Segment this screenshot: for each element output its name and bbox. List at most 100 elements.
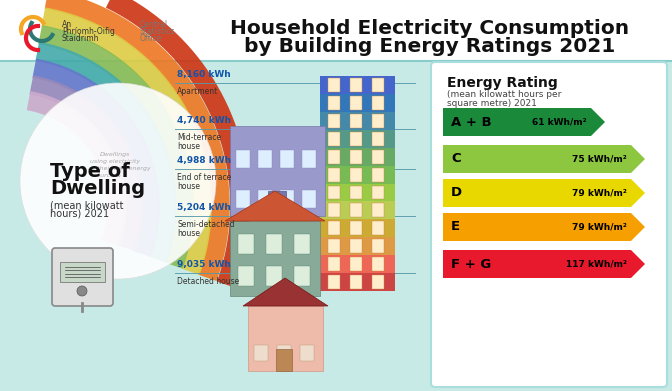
Text: Energy Rating: Energy Rating [447,76,558,90]
FancyBboxPatch shape [320,201,395,219]
FancyBboxPatch shape [328,78,340,92]
FancyBboxPatch shape [320,165,395,183]
Text: Semi-detached: Semi-detached [177,220,235,229]
Text: Central: Central [140,20,168,29]
FancyBboxPatch shape [350,185,362,199]
FancyBboxPatch shape [350,96,362,110]
Text: 75 kWh/m²: 75 kWh/m² [573,154,627,163]
FancyBboxPatch shape [0,0,672,61]
FancyBboxPatch shape [320,273,395,291]
FancyBboxPatch shape [372,78,384,92]
Text: Mid-terrace: Mid-terrace [177,133,221,142]
FancyBboxPatch shape [372,96,384,110]
FancyBboxPatch shape [372,275,384,289]
Text: 8,160 kWh: 8,160 kWh [177,70,230,79]
Polygon shape [443,145,645,173]
Text: Apartment: Apartment [177,87,218,96]
FancyBboxPatch shape [328,239,340,253]
FancyBboxPatch shape [328,114,340,128]
Text: 79 kWh/m²: 79 kWh/m² [572,222,627,231]
FancyBboxPatch shape [372,114,384,128]
Text: End of terrace: End of terrace [177,173,231,182]
FancyBboxPatch shape [328,185,340,199]
FancyBboxPatch shape [300,345,314,361]
Text: D: D [451,187,462,199]
FancyBboxPatch shape [320,183,395,201]
FancyBboxPatch shape [236,190,250,208]
FancyBboxPatch shape [328,203,340,217]
Text: Household Electricity Consumption: Household Electricity Consumption [230,19,630,38]
Text: An: An [62,20,72,29]
FancyBboxPatch shape [350,239,362,253]
FancyBboxPatch shape [230,126,325,216]
Text: using electricity: using electricity [90,159,140,164]
FancyBboxPatch shape [350,114,362,128]
FancyBboxPatch shape [277,345,291,361]
Text: by Building Energy Ratings 2021: by Building Energy Ratings 2021 [245,37,616,56]
FancyBboxPatch shape [350,132,362,146]
Polygon shape [443,108,605,136]
FancyBboxPatch shape [258,150,272,168]
FancyBboxPatch shape [350,257,362,271]
FancyBboxPatch shape [276,349,292,371]
FancyBboxPatch shape [238,266,254,286]
FancyBboxPatch shape [350,203,362,217]
FancyBboxPatch shape [280,190,294,208]
FancyBboxPatch shape [258,190,272,208]
Text: 117 kWh/m²: 117 kWh/m² [566,260,627,269]
Polygon shape [443,179,645,207]
Text: Staidrimh: Staidrimh [62,34,99,43]
FancyBboxPatch shape [372,239,384,253]
FancyBboxPatch shape [372,150,384,163]
FancyBboxPatch shape [268,191,286,216]
FancyBboxPatch shape [52,248,113,306]
FancyBboxPatch shape [248,306,323,371]
FancyBboxPatch shape [60,262,105,282]
Text: F + G: F + G [451,258,491,271]
Text: Dwellings: Dwellings [100,152,130,157]
Text: Statistics: Statistics [140,27,175,36]
FancyBboxPatch shape [328,275,340,289]
Polygon shape [243,278,328,306]
FancyBboxPatch shape [350,221,362,235]
FancyBboxPatch shape [350,78,362,92]
Text: 9,035 kWh: 9,035 kWh [177,260,231,269]
Text: 5,204 kWh: 5,204 kWh [177,203,231,212]
Text: Dwelling: Dwelling [50,179,145,198]
FancyBboxPatch shape [320,237,395,255]
Polygon shape [443,213,645,241]
FancyBboxPatch shape [372,168,384,181]
FancyBboxPatch shape [350,168,362,181]
FancyBboxPatch shape [372,132,384,146]
FancyBboxPatch shape [266,234,282,254]
FancyBboxPatch shape [320,255,395,273]
FancyBboxPatch shape [350,150,362,163]
FancyBboxPatch shape [372,221,384,235]
Text: (mean kilowatt: (mean kilowatt [50,201,124,211]
FancyBboxPatch shape [266,266,282,286]
FancyBboxPatch shape [372,203,384,217]
FancyBboxPatch shape [372,185,384,199]
Text: house: house [177,142,200,151]
Text: square metre) 2021: square metre) 2021 [447,99,537,108]
Text: (mean kilowatt hours per: (mean kilowatt hours per [447,90,561,99]
Text: Detached house: Detached house [177,277,239,286]
Text: 4,740 kWh: 4,740 kWh [177,116,231,125]
FancyBboxPatch shape [280,150,294,168]
FancyBboxPatch shape [328,132,340,146]
FancyBboxPatch shape [320,219,395,237]
FancyBboxPatch shape [320,112,395,130]
FancyBboxPatch shape [254,345,268,361]
FancyBboxPatch shape [230,221,320,296]
FancyBboxPatch shape [0,61,672,391]
Polygon shape [443,250,645,278]
FancyBboxPatch shape [294,266,310,286]
Text: C: C [451,152,460,165]
Text: Office: Office [140,34,163,43]
FancyBboxPatch shape [320,76,395,94]
Polygon shape [225,191,325,221]
Text: source &: source & [93,173,121,178]
FancyBboxPatch shape [328,257,340,271]
FancyBboxPatch shape [372,257,384,271]
FancyBboxPatch shape [320,130,395,148]
